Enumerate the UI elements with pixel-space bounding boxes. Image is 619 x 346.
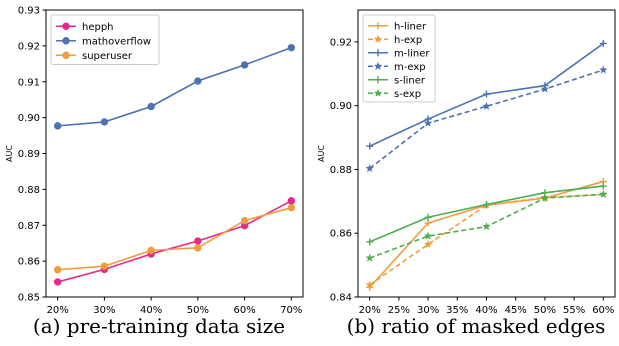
data-point-mathoverflow xyxy=(53,122,62,130)
y-tick-label: 0.86 xyxy=(18,257,40,268)
y-tick-label: 0.89 xyxy=(18,149,40,160)
data-point-m-liner xyxy=(366,142,374,150)
legend-label-h-exp: h-exp xyxy=(394,35,422,46)
data-point-s-exp xyxy=(423,231,433,240)
data-point-s-liner xyxy=(483,201,490,209)
x-tick-label: 40% xyxy=(140,305,162,316)
x-tick-label: 20% xyxy=(359,305,381,316)
data-point-s-exp xyxy=(482,222,491,231)
legend-label-h-liner: h-liner xyxy=(394,21,427,32)
data-point-s-exp xyxy=(599,189,608,198)
x-tick-label: 60% xyxy=(592,305,614,316)
series-line-h-exp xyxy=(369,193,604,286)
y-tick-label: 0.88 xyxy=(18,185,40,196)
series-line-mathoverflow xyxy=(57,46,292,127)
x-tick-label: 70% xyxy=(280,305,302,316)
legend-marker-h-liner xyxy=(374,22,382,30)
figure-caption: (b) ratio of masked edges xyxy=(347,314,606,338)
y-tick-label: 0.86 xyxy=(330,229,352,240)
legend-label-m-liner: m-liner xyxy=(394,48,430,59)
y-tick-label: 0.90 xyxy=(330,101,352,112)
legend-label-s-liner: s-liner xyxy=(394,75,426,86)
legend-marker-superuser xyxy=(62,51,70,59)
series-line-superuser xyxy=(57,206,292,271)
data-point-m-exp xyxy=(540,84,550,93)
data-point-m-exp xyxy=(482,101,491,110)
data-point-h-exp xyxy=(365,280,374,289)
data-point-superuser xyxy=(147,246,155,255)
x-tick-label: 50% xyxy=(187,305,209,316)
x-tick-label: 40% xyxy=(475,305,497,316)
legend-label-superuser: superuser xyxy=(82,51,133,62)
y-tick-label: 0.92 xyxy=(330,37,352,48)
x-tick-label: 55% xyxy=(563,305,585,316)
y-tick-label: 0.92 xyxy=(18,41,40,52)
data-point-s-liner xyxy=(366,238,374,246)
data-point-mathoverflow xyxy=(147,102,155,111)
legend-label-hepph: hepph xyxy=(82,22,114,33)
data-point-superuser xyxy=(100,262,109,270)
y-tick-label: 0.93 xyxy=(18,6,40,17)
data-point-s-exp xyxy=(365,253,374,262)
legend-label-s-exp: s-exp xyxy=(394,89,421,100)
legend-box xyxy=(50,14,160,65)
data-point-mathoverflow xyxy=(100,118,109,126)
x-tick-label: 45% xyxy=(505,305,527,316)
data-point-h-exp xyxy=(423,239,433,249)
data-point-superuser xyxy=(194,244,202,252)
legend-marker-mathoverflow xyxy=(62,37,70,45)
chart-masked-edges: 0.84 0.86 0.88 0.90 0.92 20% 25% 30% 35% 40% 45% 50… xyxy=(317,9,616,338)
y-tick-label: 0.87 xyxy=(18,221,40,232)
series-line-hepph xyxy=(57,200,292,283)
data-point-m-exp xyxy=(423,118,433,127)
data-point-hepph xyxy=(194,237,202,245)
data-point-mathoverflow xyxy=(194,77,202,85)
data-point-m-exp xyxy=(599,65,608,74)
legend-marker-h-exp xyxy=(373,34,383,43)
data-point-hepph xyxy=(287,197,296,205)
y-axis-label: AUC xyxy=(5,145,14,162)
series-line-s-liner xyxy=(369,185,604,243)
x-tick-label: 50% xyxy=(534,305,556,316)
y-tick-label: 0.85 xyxy=(18,293,40,304)
y-tick-label: 0.88 xyxy=(330,165,352,176)
legend-marker-hepph xyxy=(62,22,70,30)
x-tick-label: 20% xyxy=(47,305,69,316)
data-point-superuser xyxy=(53,266,62,274)
data-point-s-exp xyxy=(540,193,550,202)
x-tick-label: 25% xyxy=(388,305,410,316)
legend-label-mathoverflow: mathoverflow xyxy=(82,36,151,47)
data-point-mathoverflow xyxy=(287,43,296,52)
x-tick-label: 30% xyxy=(417,305,439,316)
legend-marker-m-liner xyxy=(374,49,382,57)
legend-marker-m-exp xyxy=(373,61,383,70)
chart-pretraining-size: 0.85 0.86 0.87 0.88 0.89 0.90 0.91 0.92 0.93 20% 3… xyxy=(5,6,304,338)
legend-marker-s-exp xyxy=(373,88,383,97)
data-point-m-liner xyxy=(483,90,490,98)
data-point-hepph xyxy=(53,278,62,286)
y-tick-label: 0.90 xyxy=(18,113,40,124)
series-line-h-liner xyxy=(369,180,604,288)
x-tick-label: 60% xyxy=(233,305,255,316)
data-point-superuser xyxy=(287,203,296,212)
figure-caption: (a) pre-training data size xyxy=(33,314,285,338)
x-tick-label: 30% xyxy=(93,305,115,316)
legend-marker-s-liner xyxy=(374,76,382,84)
data-point-mathoverflow xyxy=(240,61,249,69)
y-tick-label: 0.84 xyxy=(330,293,352,304)
data-point-s-liner xyxy=(424,213,432,221)
legend-label-m-exp: m-exp xyxy=(394,62,426,73)
data-point-m-liner xyxy=(599,39,607,47)
data-point-superuser xyxy=(240,216,249,225)
data-point-s-liner xyxy=(599,182,607,190)
x-tick-label: 35% xyxy=(446,305,468,316)
series-line-m-exp xyxy=(369,69,604,170)
y-axis-label: AUC xyxy=(317,145,326,162)
data-point-m-exp xyxy=(365,163,374,173)
y-tick-label: 0.91 xyxy=(18,77,40,88)
